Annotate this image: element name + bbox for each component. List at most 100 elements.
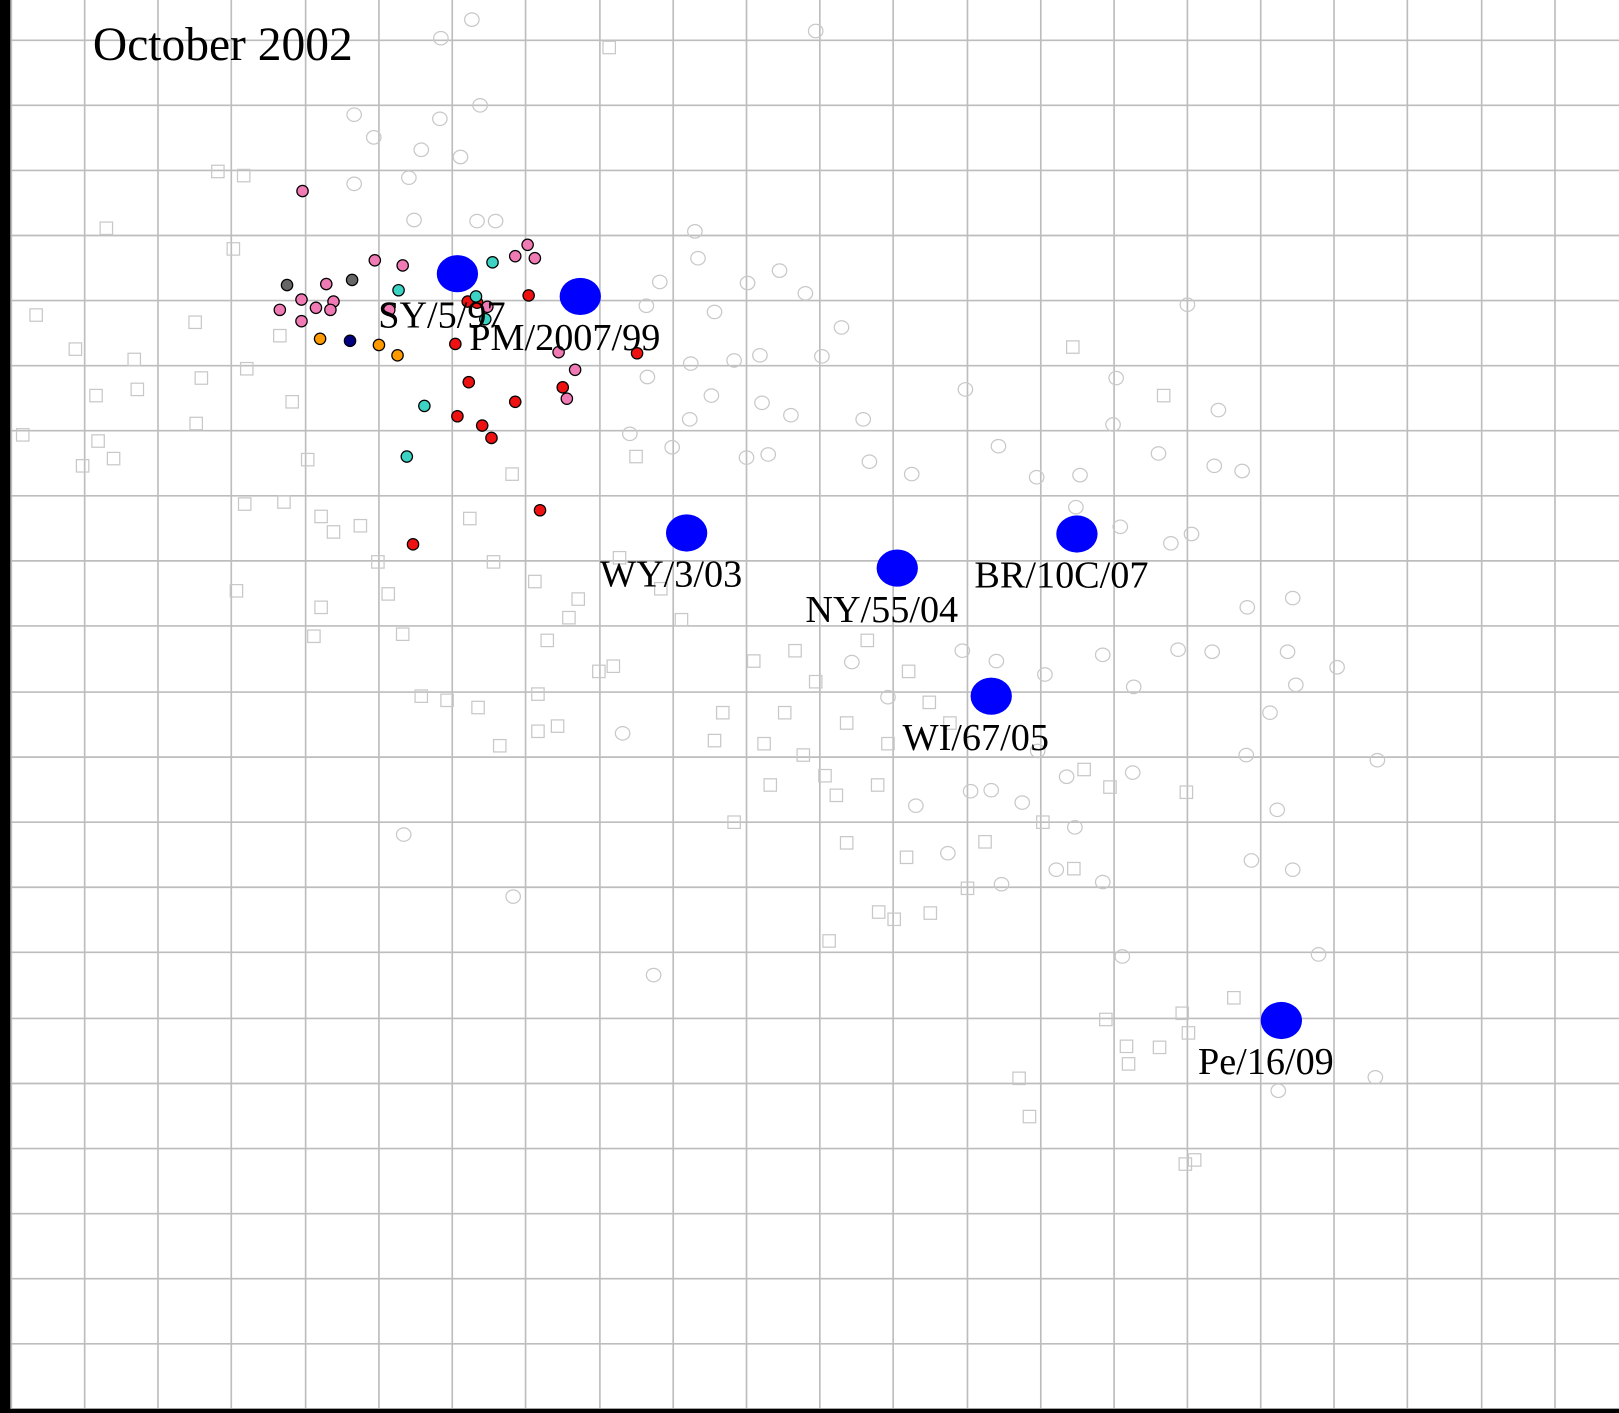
antiserum-point [464,12,480,27]
antigen-point [414,689,429,703]
strain-label: WI/67/05 [903,717,1049,759]
antigen-point [860,633,875,648]
antigen-point [188,315,202,330]
antiserum-point [1238,747,1255,763]
antigen-point [777,705,792,720]
strain-point [406,538,420,551]
antigen-point [106,451,121,466]
antiserum-point [1179,297,1196,313]
antigen-point [818,768,832,783]
antigen-point [1175,1006,1190,1021]
antigen-point [1099,1012,1113,1027]
antiserum-point [1367,1069,1384,1085]
antiserum-point [621,426,638,442]
antiserum-point [413,142,430,158]
reference-strain [436,255,479,293]
antiserum-point [1163,535,1179,551]
antiserum-point [1072,467,1088,483]
antigen-point [1152,1040,1167,1055]
antigen-point [871,905,886,919]
antigen-point [923,906,938,920]
antiserum-point [682,356,699,371]
antiserum-point [993,876,1010,892]
antigen-point [1012,1071,1026,1086]
antiserum-point [739,275,756,291]
antigen-point [839,836,854,850]
antiserum-point [807,23,824,39]
antigen-point [757,736,771,751]
antiserum-point [1058,769,1075,785]
antigen-point [922,695,937,710]
antigen-point [1156,388,1171,403]
antigen-point [1103,780,1117,794]
antiserum-point [957,382,974,397]
antigen-point [562,610,576,625]
antiserum-point [1287,677,1304,693]
antiserum-point [1279,644,1296,660]
antigen-point [746,654,761,668]
antigen-point [353,518,368,533]
antigen-point [540,633,555,648]
antiserum-point [1329,659,1345,675]
antiserum-point [843,654,860,670]
strain-point [533,503,547,517]
strain-point [451,409,464,423]
antigen-point [606,659,621,674]
antiserum-point [903,466,920,482]
strain-point [319,277,333,291]
antigen-point [1119,1039,1134,1054]
strain-point [528,251,542,265]
antigen-point [1077,762,1091,777]
antiserum-point [639,369,656,385]
strain-point [273,303,287,317]
antigen-point [602,40,617,55]
strain-point [372,338,386,352]
antigen-point [808,674,823,689]
reference-strain [1056,515,1098,553]
antigen-point [239,361,254,376]
antiserum-point [988,653,1005,669]
antiserum-point [1183,526,1200,542]
bottom-border [0,1408,1619,1413]
antigen-point [531,724,545,739]
antigen-point [1036,815,1050,830]
antiserum-point [1284,862,1301,878]
strain-point [400,450,414,463]
strain-point [392,283,405,297]
antigen-point [462,511,477,526]
antiserum-point [1114,949,1131,964]
antigen-point [822,934,836,948]
strain-label: Pe/16/09 [1198,1041,1334,1083]
strain-point [396,259,409,272]
antigen-point [68,342,83,356]
antigen-point [471,700,485,715]
strain-label: PM/2007/99 [469,317,660,359]
strain-point [469,290,483,303]
antiserum-point [469,213,485,229]
strain-point [418,399,431,413]
antigen-point [592,664,606,679]
antiserum-point [365,130,382,145]
antiserum-point [1108,370,1125,386]
antiserum-point [1270,1083,1287,1099]
antiserum-point [1239,600,1256,615]
antiserum-point [687,224,703,239]
antigen-point [1178,1157,1193,1171]
antigen-point [300,452,315,467]
antiserum-point [880,689,896,705]
antigen-point [571,592,586,606]
antiserum-point [664,439,681,455]
antigen-point [89,388,103,403]
antiserum-point [1112,519,1129,535]
antiserum-point [771,263,788,278]
antigen-point [654,581,668,596]
antigen-point [189,416,203,431]
antigen-point [130,382,145,397]
antigen-point [314,600,328,615]
antiserum-point [690,250,706,266]
antigen-point [505,467,519,481]
antigen-point [395,627,410,642]
antiserum-point [681,412,698,427]
